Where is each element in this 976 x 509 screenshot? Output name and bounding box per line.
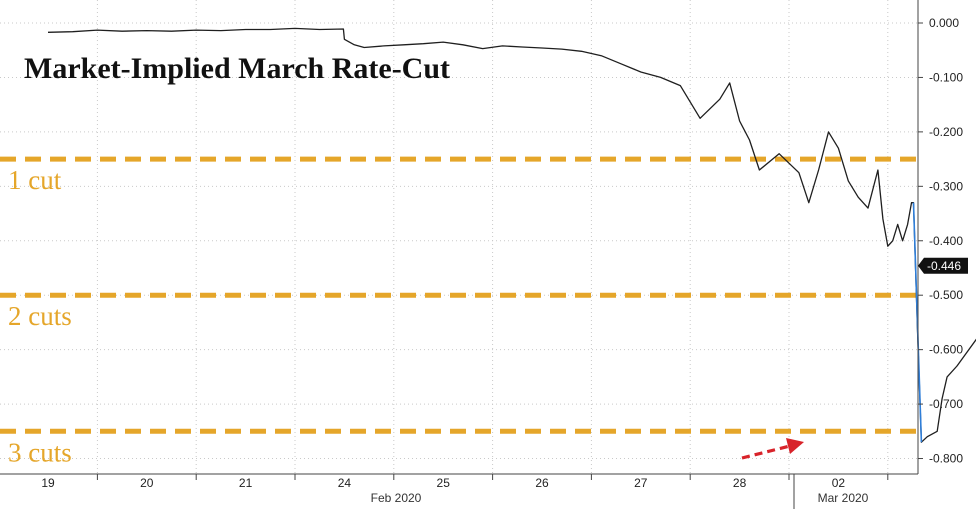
- reference-label: 2 cuts: [8, 301, 72, 331]
- y-tick-label: -0.800: [929, 452, 963, 466]
- reference-label: 1 cut: [8, 165, 62, 195]
- y-tick-label: -0.400: [929, 234, 963, 248]
- series-line-rate-cut-odds: [47, 27, 976, 443]
- series-highlight: [912, 202, 923, 443]
- x-tick-label: 25: [437, 476, 451, 490]
- last-value-label: -0.446: [927, 259, 961, 273]
- reference-labels: 1 cut 2 cuts 3 cuts: [8, 165, 72, 467]
- x-axis-ticks: 19 20 21 24 25 26 27 28 02: [41, 474, 889, 490]
- arrow: [741, 438, 804, 460]
- y-tick-label: 0.000: [929, 16, 959, 30]
- reference-label: 3 cuts: [8, 437, 72, 467]
- horizontal-gridlines: [0, 22, 918, 460]
- x-tick-label: 24: [338, 476, 352, 490]
- y-axis-ticks: 0.000 -0.100 -0.200 -0.300 -0.400 -0.500 -0.60…: [918, 16, 963, 466]
- month-label-feb: Feb 2020: [371, 491, 422, 505]
- x-tick-label: 28: [733, 476, 747, 490]
- chart-title: Market-Implied March Rate-Cut: [24, 52, 450, 85]
- arrow-head-icon: [786, 438, 804, 454]
- y-tick-label: -0.600: [929, 343, 963, 357]
- y-tick-label: -0.500: [929, 288, 963, 302]
- y-tick-label: -0.100: [929, 70, 963, 84]
- reference-lines: [0, 156, 918, 434]
- month-label-mar: Mar 2020: [818, 491, 869, 505]
- last-value-marker: -0.446: [918, 257, 968, 274]
- y-tick-label: -0.700: [929, 397, 963, 411]
- x-tick-label: 19: [41, 476, 55, 490]
- x-tick-label: 26: [535, 476, 549, 490]
- x-tick-label: 02: [832, 476, 846, 490]
- y-tick-label: -0.200: [929, 125, 963, 139]
- y-tick-label: -0.300: [929, 179, 963, 193]
- x-tick-label: 20: [140, 476, 154, 490]
- x-tick-label: 27: [634, 476, 648, 490]
- x-tick-label: 21: [239, 476, 253, 490]
